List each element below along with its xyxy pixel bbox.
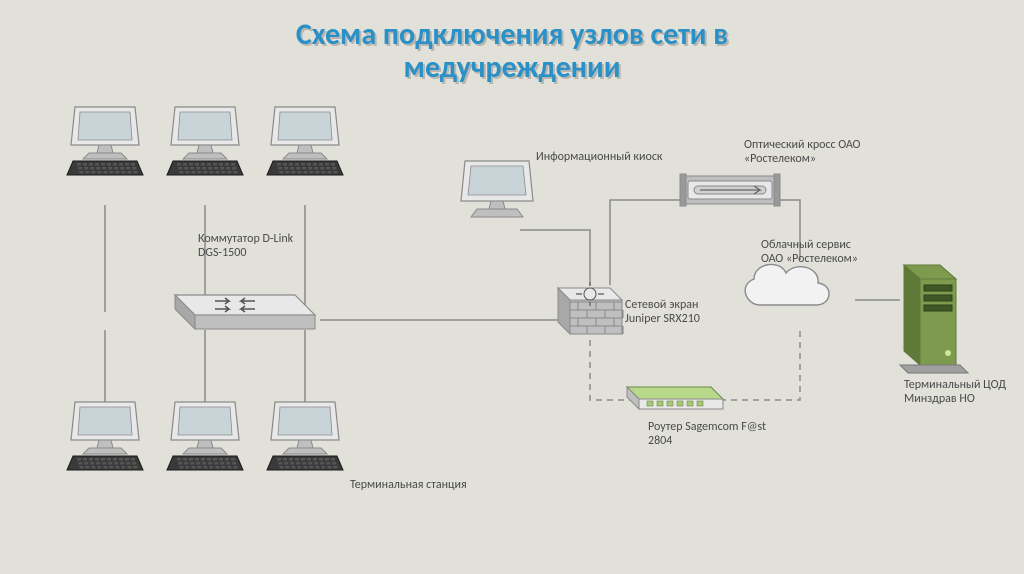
label-cross: Оптический кросс ОАО «Ростелеком» (744, 138, 894, 167)
label-firewall: Сетевой экран Juniper SRX210 (625, 298, 725, 327)
label-router: Роутер Sagemcom F@st 2804 (648, 420, 768, 449)
label-terminal: Терминальная станция (350, 478, 470, 492)
label-kiosk: Информационный киоск (536, 150, 666, 164)
server-icon (840, 245, 1020, 385)
terminal-icon (215, 75, 395, 215)
diagram-canvas: Информационный киоск Коммутатор D-Link DG… (0, 0, 1024, 574)
label-switch: Коммутатор D-Link DGS-1500 (198, 232, 308, 261)
label-cloud: Облачный сервис ОАО «Ростелеком» (761, 238, 866, 267)
label-server: Терминальный ЦОД Минздрав НО (904, 378, 1014, 407)
